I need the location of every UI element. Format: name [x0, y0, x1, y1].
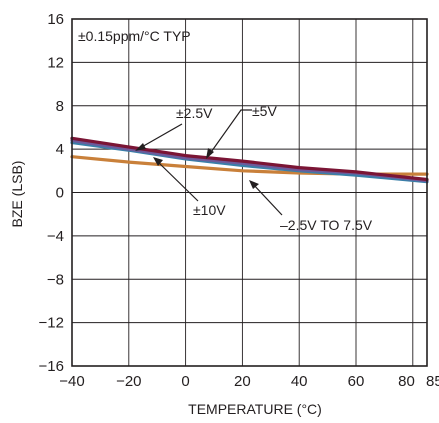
y-tick-label-6: 8 — [56, 98, 64, 115]
y-tick-label-1: −12 — [39, 315, 64, 332]
x-tick-label-5: 60 — [348, 373, 365, 390]
label-2-5v-to-7-5v: –2.5V TO 7.5V — [280, 217, 373, 233]
arrowhead-10v — [153, 157, 163, 166]
y-tick-label-0: −16 — [39, 358, 64, 375]
arrowhead-2-5v-to-7-5v — [249, 180, 259, 189]
label-10v: ±10V — [193, 202, 226, 218]
x-tick-label-0: −40 — [59, 373, 84, 390]
series-lines — [70, 136, 429, 184]
y-axis-title: BZE (LSB) — [9, 161, 25, 228]
grid — [72, 19, 427, 366]
arrow-10v — [156, 160, 199, 202]
x-axis-title: TEMPERATURE (°C) — [188, 401, 322, 417]
y-tick-label-8: 16 — [47, 11, 64, 28]
label-5v: ±5V — [252, 103, 277, 119]
y-tick-label-3: −4 — [47, 228, 64, 245]
y-tick-label-5: 4 — [56, 141, 64, 158]
annotations: ±0.15ppm/°C TYP ±2.5V ±5V ±10V –2.5V TO … — [78, 28, 373, 233]
y-tick-label-7: 12 — [47, 54, 64, 71]
arrow-2-5v-to-7-5v — [252, 183, 283, 216]
arrowhead-5v — [206, 148, 214, 159]
x-tick-labels: −40 −20 0 20 40 60 80 85 — [59, 373, 439, 390]
y-tick-label-2: −8 — [47, 271, 64, 288]
x-tick-label-3: 20 — [234, 373, 251, 390]
x-tick-label-4: 40 — [291, 373, 308, 390]
x-tick-label-1: −20 — [116, 373, 141, 390]
y-tick-labels: −16 −12 −8 −4 0 4 8 12 16 — [39, 11, 64, 375]
x-tick-label-7: 85 — [426, 373, 439, 390]
annotation-tempco: ±0.15ppm/°C TYP — [78, 28, 191, 44]
plot-frame — [71, 18, 428, 367]
arrowhead-2-5v — [135, 143, 146, 151]
series-line-0 — [70, 136, 429, 182]
y-tick-label-4: 0 — [56, 185, 64, 202]
x-tick-label-2: 0 — [181, 373, 189, 390]
x-tick-label-6: 80 — [398, 373, 415, 390]
arrow-5v — [208, 109, 252, 156]
arrow-2-5v — [139, 123, 183, 149]
label-2-5v: ±2.5V — [176, 105, 213, 121]
